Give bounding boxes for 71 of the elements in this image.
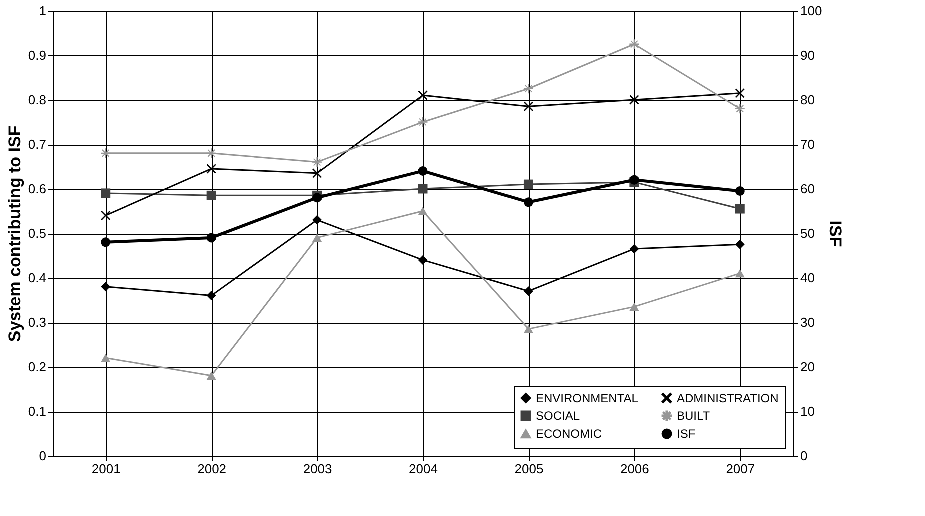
point: [630, 244, 640, 254]
point: [735, 186, 745, 196]
y-tick-label: 0.8: [28, 92, 46, 108]
y-tick-label: 0.1: [28, 404, 46, 419]
y2-axis-title: ISF: [826, 220, 846, 248]
point: [630, 95, 640, 105]
point: [735, 240, 745, 250]
legend-label: ADMINISTRATION: [677, 391, 779, 406]
point: [524, 198, 534, 208]
point: [418, 166, 428, 176]
point: [735, 204, 745, 214]
x-tick-label: 2001: [92, 462, 121, 476]
y-tick-label: 0.4: [28, 270, 46, 286]
y-tick-label: 0: [39, 448, 46, 464]
x-tick-label: 2006: [620, 462, 650, 476]
point: [418, 184, 428, 194]
legend-label: ENVIRONMENTAL: [536, 391, 639, 406]
point: [101, 188, 111, 198]
point: [524, 84, 534, 94]
point: [418, 255, 428, 265]
legend-label: ECONOMIC: [536, 427, 602, 441]
y-tick-label: 0.7: [28, 137, 46, 152]
legend-label: ISF: [677, 427, 696, 441]
y2-tick-label: 70: [800, 137, 815, 152]
y2-tick-label: 30: [800, 315, 815, 330]
x-tick-label: 2004: [409, 462, 438, 476]
x-tick-label: 2002: [198, 462, 227, 476]
point: [312, 215, 322, 225]
y2-tick-label: 0: [800, 448, 808, 464]
point: [735, 88, 745, 98]
point: [312, 168, 322, 178]
y-tick-label: 0.3: [28, 315, 46, 330]
y-tick-label: 0.9: [28, 48, 46, 63]
y2-tick-label: 10: [800, 404, 815, 419]
point: [101, 210, 111, 220]
point: [418, 207, 428, 216]
point: [206, 372, 216, 380]
y-tick-label: 0.5: [28, 226, 46, 241]
x-tick-label: 2003: [303, 462, 332, 476]
point: [101, 238, 111, 248]
point: [524, 286, 534, 296]
point: [524, 325, 534, 334]
point: [206, 291, 216, 301]
y-tick-label: 0.2: [28, 360, 46, 374]
x-tick-label: 2005: [514, 462, 544, 476]
y-tick-label: 1: [39, 4, 46, 18]
x-tick-label: 2007: [726, 462, 756, 476]
y2-tick-label: 80: [800, 92, 815, 108]
legend-label: SOCIAL: [536, 409, 580, 423]
y2-tick-label: 40: [800, 270, 815, 286]
y2-tick-label: 60: [800, 182, 815, 196]
point: [101, 282, 111, 292]
point: [735, 269, 745, 278]
y-tick-label: 0.6: [28, 182, 46, 196]
point: [312, 158, 322, 168]
y2-tick-label: 50: [800, 226, 815, 241]
y2-tick-label: 100: [800, 4, 822, 18]
point: [524, 180, 534, 190]
point: [206, 190, 216, 200]
point: [630, 175, 640, 185]
y2-tick-label: 90: [800, 48, 815, 63]
point: [312, 234, 322, 242]
point: [524, 102, 534, 112]
y-axis-title: System contributing to ISF: [5, 126, 24, 342]
point: [312, 193, 322, 203]
y2-tick-label: 20: [800, 360, 815, 374]
legend-label: BUILT: [677, 409, 711, 423]
point: [630, 302, 640, 312]
point: [101, 354, 111, 362]
point: [206, 233, 216, 243]
point: [206, 164, 216, 174]
